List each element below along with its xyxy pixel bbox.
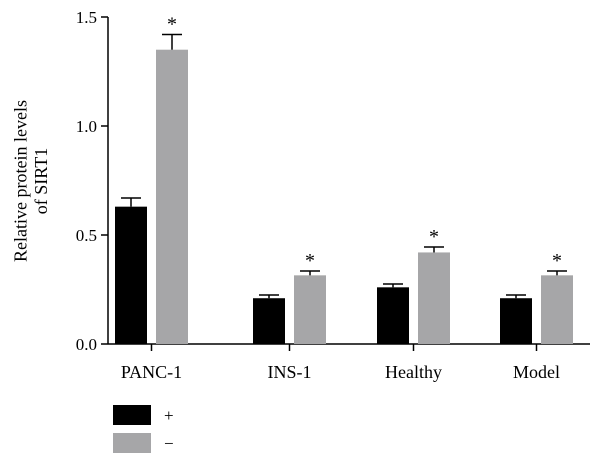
significance-asterisk: * (429, 226, 439, 248)
y-tick-label: 0.5 (76, 226, 97, 245)
legend: +− (113, 405, 174, 453)
bar (500, 298, 532, 344)
x-category-label: INS-1 (268, 362, 312, 382)
y-axis-title: Relative protein levelsof SIRT1 (10, 100, 51, 262)
legend-swatch (113, 405, 151, 425)
bar (115, 206, 147, 344)
bar (253, 298, 285, 344)
legend-swatch (113, 433, 151, 453)
bar (294, 275, 326, 344)
y-tick-label: 1.0 (76, 117, 97, 136)
legend-label: − (164, 434, 174, 453)
bar (156, 49, 188, 344)
bars (115, 33, 573, 344)
y-axis-title-line: Relative protein levels (10, 100, 30, 262)
bar (418, 252, 450, 344)
x-category-label: Model (513, 362, 560, 382)
y-axis: 0.0 0.5 1.0 1.5 (76, 8, 109, 354)
significance-asterisk: * (167, 13, 177, 35)
x-category-label: PANC-1 (121, 362, 182, 382)
y-axis-title-line: of SIRT1 (31, 148, 51, 214)
bar (541, 275, 573, 344)
significance-asterisk: * (552, 250, 562, 272)
x-axis: PANC-1 INS-1 Healthy Model (108, 343, 590, 382)
significance-asterisk: * (305, 250, 315, 272)
bar (377, 287, 409, 344)
legend-label: + (164, 406, 174, 425)
significance-markers: * * * * (167, 13, 562, 272)
y-tick-label: 1.5 (76, 8, 97, 27)
y-tick-label: 0.0 (76, 335, 97, 354)
x-category-label: Healthy (385, 362, 442, 382)
